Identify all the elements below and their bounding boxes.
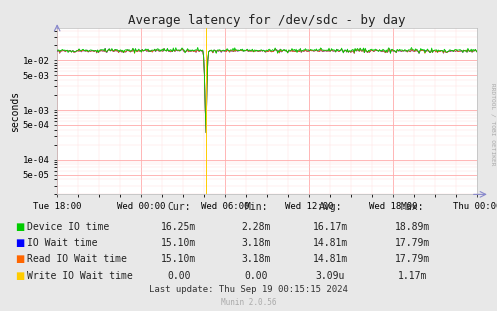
Text: 0.00: 0.00: [244, 271, 268, 281]
Text: ■: ■: [15, 222, 24, 232]
Text: Cur:: Cur:: [167, 202, 191, 212]
Text: 3.18m: 3.18m: [241, 254, 271, 264]
Text: Max:: Max:: [401, 202, 424, 212]
Text: 14.81m: 14.81m: [313, 238, 348, 248]
Text: RRDTOOL / TOBI OETIKER: RRDTOOL / TOBI OETIKER: [491, 83, 496, 166]
Text: 16.17m: 16.17m: [313, 222, 348, 232]
Text: Write IO Wait time: Write IO Wait time: [27, 271, 133, 281]
Text: Avg:: Avg:: [319, 202, 342, 212]
Text: ■: ■: [15, 254, 24, 264]
Text: 3.09u: 3.09u: [316, 271, 345, 281]
Text: 3.18m: 3.18m: [241, 238, 271, 248]
Text: ■: ■: [15, 238, 24, 248]
Text: 18.89m: 18.89m: [395, 222, 430, 232]
Text: 16.25m: 16.25m: [162, 222, 196, 232]
Text: 14.81m: 14.81m: [313, 254, 348, 264]
Text: Device IO time: Device IO time: [27, 222, 109, 232]
Text: Last update: Thu Sep 19 00:15:15 2024: Last update: Thu Sep 19 00:15:15 2024: [149, 285, 348, 294]
Text: IO Wait time: IO Wait time: [27, 238, 98, 248]
Text: 15.10m: 15.10m: [162, 238, 196, 248]
Text: 0.00: 0.00: [167, 271, 191, 281]
Text: 1.17m: 1.17m: [398, 271, 427, 281]
Text: Munin 2.0.56: Munin 2.0.56: [221, 298, 276, 307]
Text: Read IO Wait time: Read IO Wait time: [27, 254, 127, 264]
Y-axis label: seconds: seconds: [10, 91, 20, 132]
Text: 15.10m: 15.10m: [162, 254, 196, 264]
Title: Average latency for /dev/sdc - by day: Average latency for /dev/sdc - by day: [128, 14, 406, 27]
Text: ■: ■: [15, 271, 24, 281]
Text: 17.79m: 17.79m: [395, 238, 430, 248]
Text: 2.28m: 2.28m: [241, 222, 271, 232]
Text: 17.79m: 17.79m: [395, 254, 430, 264]
Text: Min:: Min:: [244, 202, 268, 212]
